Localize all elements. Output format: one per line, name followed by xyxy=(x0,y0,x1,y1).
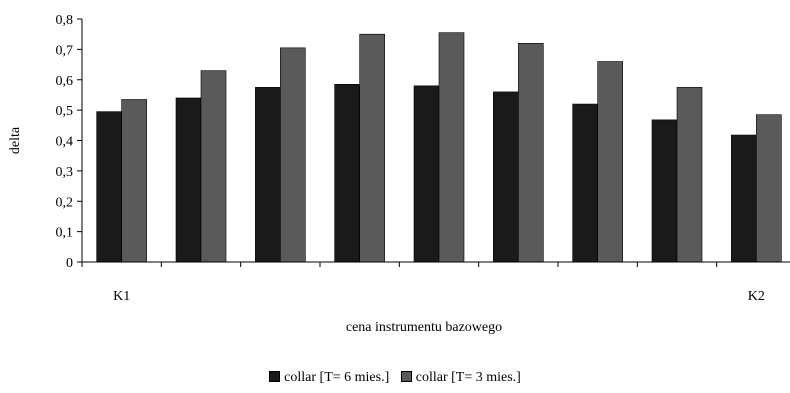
legend-swatch-series-1 xyxy=(269,371,281,382)
bar-series-2-cat-9 xyxy=(756,114,782,263)
legend-item-series-1: collar [T= 6 mies.] xyxy=(269,370,389,386)
bar-series-2-cat-6 xyxy=(518,42,544,263)
legend-swatch-series-2 xyxy=(400,371,412,382)
y-tick-label: 0,8 xyxy=(56,13,74,28)
bar-series-2-cat-7 xyxy=(597,61,623,263)
bar-series-2-cat-5 xyxy=(438,32,465,263)
legend-item-series-2: collar [T= 3 mies.] xyxy=(400,370,521,386)
bar-series-2-cat-1 xyxy=(121,99,147,263)
bar-series-2-cat-4 xyxy=(359,33,385,263)
x-tick-label-k1: K1 xyxy=(113,289,130,304)
y-tick-label: 0,2 xyxy=(56,195,74,210)
y-tick-label: 0,7 xyxy=(56,43,74,58)
bar-chart: 0 0,1 0,2 0,3 0,4 0,5 0,6 0,7 0,8 K1 K2 delta cen… xyxy=(8,13,790,335)
y-axis-title: delta xyxy=(8,126,23,154)
legend: collar [T= 6 mies.] collar [T= 3 mies.] xyxy=(0,370,790,386)
x-tick-label-k2: K2 xyxy=(748,289,765,304)
y-tick-label: 0,3 xyxy=(56,165,74,180)
legend-label-series-2: collar [T= 3 mies.] xyxy=(415,370,521,385)
bar-series-1-cat-2 xyxy=(175,97,202,263)
bar-series-1-cat-4 xyxy=(334,84,360,263)
bar-series-1-cat-8 xyxy=(651,119,678,263)
bar-series-1-cat-3 xyxy=(255,87,281,263)
y-tick-label: 0,4 xyxy=(56,135,74,150)
bar-series-1-cat-5 xyxy=(413,85,440,263)
bars xyxy=(96,32,782,263)
x-axis-title: cena instrumentu bazowego xyxy=(346,320,502,335)
y-tick-label: 0,1 xyxy=(56,226,74,241)
bar-series-2-cat-3 xyxy=(280,47,306,263)
bar-series-1-cat-9 xyxy=(731,134,757,263)
bar-series-2-cat-2 xyxy=(200,70,227,263)
bar-series-1-cat-1 xyxy=(96,111,122,263)
y-axis-ticks: 0 0,1 0,2 0,3 0,4 0,5 0,6 0,7 0,8 xyxy=(56,13,82,271)
legend-label-series-1: collar [T= 6 mies.] xyxy=(284,370,390,385)
bar-series-1-cat-7 xyxy=(572,103,598,263)
y-tick-label: 0,6 xyxy=(56,74,74,89)
y-tick-label: 0,5 xyxy=(56,104,74,119)
y-tick-label: 0 xyxy=(66,256,73,271)
bar-series-2-cat-8 xyxy=(676,87,703,263)
bar-series-1-cat-6 xyxy=(493,91,519,263)
x-axis-ticks: K1 K2 xyxy=(81,262,765,304)
